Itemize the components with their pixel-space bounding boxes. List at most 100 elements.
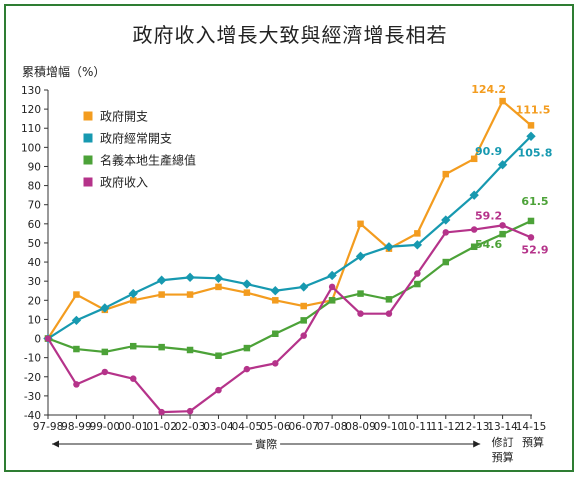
y-tick-label: 80: [28, 181, 41, 193]
data-point: [442, 258, 450, 266]
data-point: [527, 234, 535, 241]
legend-label: 名義本地生產總值: [100, 153, 196, 168]
legend-label: 政府經常開支: [100, 131, 172, 146]
data-point: [300, 332, 307, 339]
data-point: [357, 220, 364, 228]
actual-span-arrow-left: [52, 440, 59, 448]
data-point: [470, 155, 478, 163]
data-point: [243, 365, 251, 373]
y-tick-label: 20: [28, 295, 41, 307]
data-point: [527, 122, 535, 129]
data-point: [73, 291, 80, 298]
legend-marker: [83, 155, 93, 165]
x-tick-label: 05-06: [260, 421, 291, 433]
series-3: [44, 222, 535, 416]
y-tick-label: 90: [28, 161, 41, 173]
data-label: 52.9: [521, 243, 548, 256]
y-tick-label: 0: [34, 334, 41, 346]
y-tick-label: 30: [28, 276, 41, 288]
data-point: [300, 317, 307, 324]
data-point: [158, 408, 165, 416]
y-axis-label: 累積增幅（%）: [22, 64, 105, 79]
data-point: [385, 310, 393, 317]
data-point: [215, 386, 222, 394]
actual-label-bg: [252, 436, 281, 452]
data-point: [215, 352, 222, 359]
data-point: [527, 217, 535, 225]
data-point: [128, 288, 138, 299]
x-tick-label: 10-11: [402, 421, 433, 433]
data-point: [327, 270, 337, 281]
data-point: [186, 291, 194, 298]
x-tick-label: 99-00: [90, 421, 121, 433]
data-point: [272, 297, 279, 304]
x-tick-label: 14-15: [516, 421, 547, 433]
y-tick-label: 120: [21, 104, 41, 116]
data-label: 59.2: [475, 209, 502, 222]
x-tick-label: 03-04: [203, 421, 234, 433]
data-point: [470, 226, 478, 233]
data-label: 90.9: [475, 145, 502, 158]
x-tick-label: 08-09: [345, 421, 376, 433]
y-tick-label: -40: [24, 410, 41, 422]
data-point: [499, 222, 506, 229]
data-point: [355, 251, 366, 262]
data-point: [441, 215, 451, 225]
data-point: [215, 283, 222, 291]
y-tick-label: 50: [28, 238, 41, 250]
x-tick-label: 02-03: [175, 421, 206, 433]
data-point: [412, 240, 423, 250]
data-point: [158, 343, 165, 351]
data-point: [499, 230, 506, 238]
x-tick-label: 06-07: [288, 421, 319, 433]
actual-span-arrow-right: [473, 440, 481, 448]
actual-period-label: 實際: [255, 437, 277, 451]
series-2: [44, 217, 535, 359]
data-point: [414, 230, 421, 237]
data-point: [71, 315, 82, 326]
x-tick-label: 07-08: [317, 421, 348, 433]
data-point: [44, 335, 52, 342]
legend-marker: [83, 133, 93, 143]
data-point: [470, 243, 478, 251]
y-tick-label: 100: [21, 142, 41, 154]
series-line: [47, 224, 532, 414]
data-point: [414, 270, 421, 277]
data-point: [499, 97, 506, 105]
data-point: [357, 310, 364, 317]
series-1: [43, 131, 536, 344]
data-point: [73, 345, 80, 353]
data-label: 105.8: [518, 146, 553, 159]
data-point: [156, 275, 167, 285]
data-point: [73, 381, 80, 388]
data-point: [442, 229, 450, 236]
data-label: 124.2: [471, 83, 506, 96]
y-tick-label: 130: [21, 85, 41, 97]
x-tick-label: 01-02: [146, 421, 177, 433]
data-point: [101, 348, 109, 356]
legend-label: 政府開支: [100, 109, 148, 124]
y-tick-label: 40: [28, 257, 41, 269]
data-point: [129, 297, 137, 304]
category-note: 修訂: [492, 435, 514, 449]
data-point: [357, 290, 364, 297]
legend-marker: [83, 177, 93, 187]
data-point: [328, 297, 336, 304]
y-tick-label: 60: [28, 219, 41, 231]
legend-label: 政府收入: [100, 175, 148, 190]
data-label: 111.5: [516, 103, 551, 116]
y-tick-label: -10: [24, 353, 41, 365]
series-line: [47, 99, 532, 340]
data-point: [243, 289, 251, 296]
data-point: [185, 272, 195, 283]
y-tick-label: 10: [28, 314, 41, 326]
x-tick-label: 13-14: [487, 421, 518, 433]
y-tick-label: -30: [24, 391, 41, 403]
x-tick-label: 97-98: [33, 421, 64, 433]
chart-title: 政府收入增長大致與經濟增長相若: [133, 23, 448, 47]
data-point: [101, 368, 109, 376]
data-point: [129, 342, 137, 350]
data-point: [414, 280, 421, 288]
